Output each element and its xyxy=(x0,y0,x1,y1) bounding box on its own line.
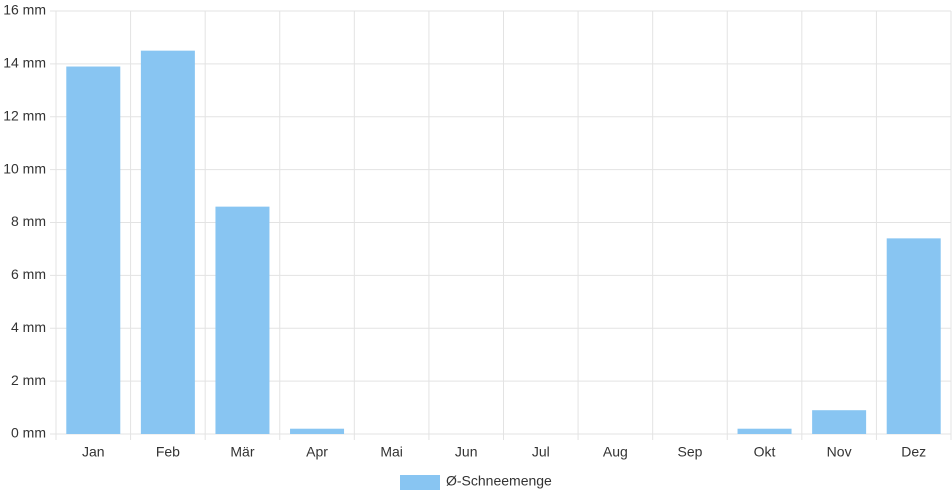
y-tick-label: 6 mm xyxy=(11,266,46,282)
y-tick-label: 8 mm xyxy=(11,213,46,229)
y-tick-label: 16 mm xyxy=(3,2,46,18)
x-tick-label: Apr xyxy=(306,444,328,460)
x-tick-label: Aug xyxy=(603,444,628,460)
x-tick-label: Sep xyxy=(677,444,702,460)
y-tick-label: 2 mm xyxy=(11,372,46,388)
bar xyxy=(812,410,867,434)
y-tick-label: 12 mm xyxy=(3,107,46,123)
x-tick-label: Jul xyxy=(532,444,550,460)
x-tick-label: Jan xyxy=(82,444,105,460)
y-tick-label: 0 mm xyxy=(11,425,46,441)
x-tick-label: Dez xyxy=(901,444,926,460)
bar xyxy=(140,50,195,434)
x-tick-label: Feb xyxy=(156,444,180,460)
legend-label: Ø-Schneemenge xyxy=(446,473,552,489)
bar xyxy=(215,206,270,434)
bar xyxy=(66,66,121,435)
bar xyxy=(886,238,941,434)
bar xyxy=(737,428,792,434)
y-tick-label: 14 mm xyxy=(3,55,46,71)
legend-swatch xyxy=(400,475,440,490)
bar xyxy=(290,428,345,434)
x-tick-label: Nov xyxy=(827,444,852,460)
x-tick-label: Okt xyxy=(754,444,776,460)
y-tick-label: 4 mm xyxy=(11,319,46,335)
x-tick-label: Mai xyxy=(380,444,403,460)
x-tick-label: Jun xyxy=(455,444,478,460)
y-tick-label: 10 mm xyxy=(3,160,46,176)
x-tick-label: Mär xyxy=(230,444,254,460)
